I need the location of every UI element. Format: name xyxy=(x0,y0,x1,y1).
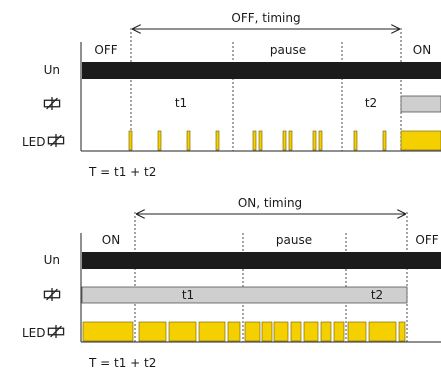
led-pulse xyxy=(398,321,406,342)
row-label-un: Un xyxy=(44,63,60,77)
row-label-led: LED xyxy=(22,135,46,149)
state-label-pause: pause xyxy=(276,233,312,247)
led-pulse xyxy=(261,321,273,342)
formula: T = t1 + t2 xyxy=(88,356,156,369)
t1-label: t1 xyxy=(175,96,187,110)
led-pulse xyxy=(318,130,323,151)
led-pulse xyxy=(157,130,162,151)
led-pulse xyxy=(258,130,263,151)
led-pulses xyxy=(82,321,406,342)
state-label-on: ON xyxy=(413,43,431,57)
led-pulse xyxy=(290,321,302,342)
supply-voltage-bar xyxy=(82,252,441,269)
t1-label: t1 xyxy=(182,288,194,302)
led-pulse xyxy=(215,130,220,151)
led-pulse xyxy=(320,321,332,342)
led-pulse xyxy=(227,321,241,342)
supply-voltage-bar xyxy=(82,62,441,79)
led-steady xyxy=(82,321,134,342)
led-pulse xyxy=(382,130,387,151)
formula: T = t1 + t2 xyxy=(88,165,156,179)
span-label: ON, timing xyxy=(238,196,302,210)
led-pulse xyxy=(333,321,345,342)
state-label-on: ON xyxy=(102,233,120,247)
led-pulse xyxy=(288,130,293,151)
led-pulse xyxy=(368,321,397,342)
led-pulse xyxy=(303,321,319,342)
led-pulses xyxy=(128,130,441,151)
led-pulse xyxy=(353,130,358,151)
led-pulse xyxy=(312,130,317,151)
state-label-off: OFF xyxy=(94,43,117,57)
led-pulse xyxy=(138,321,167,342)
led-relay-icon xyxy=(47,325,65,338)
span-label: OFF, timing xyxy=(231,11,300,25)
led-pulse xyxy=(186,130,191,151)
led-pulse xyxy=(252,130,257,151)
relay-coil-icon xyxy=(43,97,61,110)
relay-output-bar xyxy=(81,286,408,304)
led-pulse xyxy=(198,321,226,342)
panel-top: OFF, timing OFF pause ON Un t1 t2 LED xyxy=(22,11,441,179)
led-relay-icon xyxy=(47,134,65,147)
panel-bottom: ON, timing ON pause OFF Un t1 t2 LED xyxy=(22,196,441,369)
row-label-un: Un xyxy=(44,253,60,267)
led-pulse xyxy=(168,321,197,342)
relay-output-bar xyxy=(400,95,441,113)
led-pulse xyxy=(128,130,133,151)
state-label-pause: pause xyxy=(270,43,306,57)
relay-coil-icon xyxy=(43,288,61,301)
led-pulse xyxy=(244,321,261,342)
led-pulse xyxy=(282,130,287,151)
row-label-led: LED xyxy=(22,326,46,340)
t2-label: t2 xyxy=(365,96,377,110)
led-pulse xyxy=(347,321,367,342)
led-pulse xyxy=(273,321,289,342)
state-label-off: OFF xyxy=(415,233,438,247)
t2-label: t2 xyxy=(371,288,383,302)
led-steady xyxy=(400,130,441,151)
